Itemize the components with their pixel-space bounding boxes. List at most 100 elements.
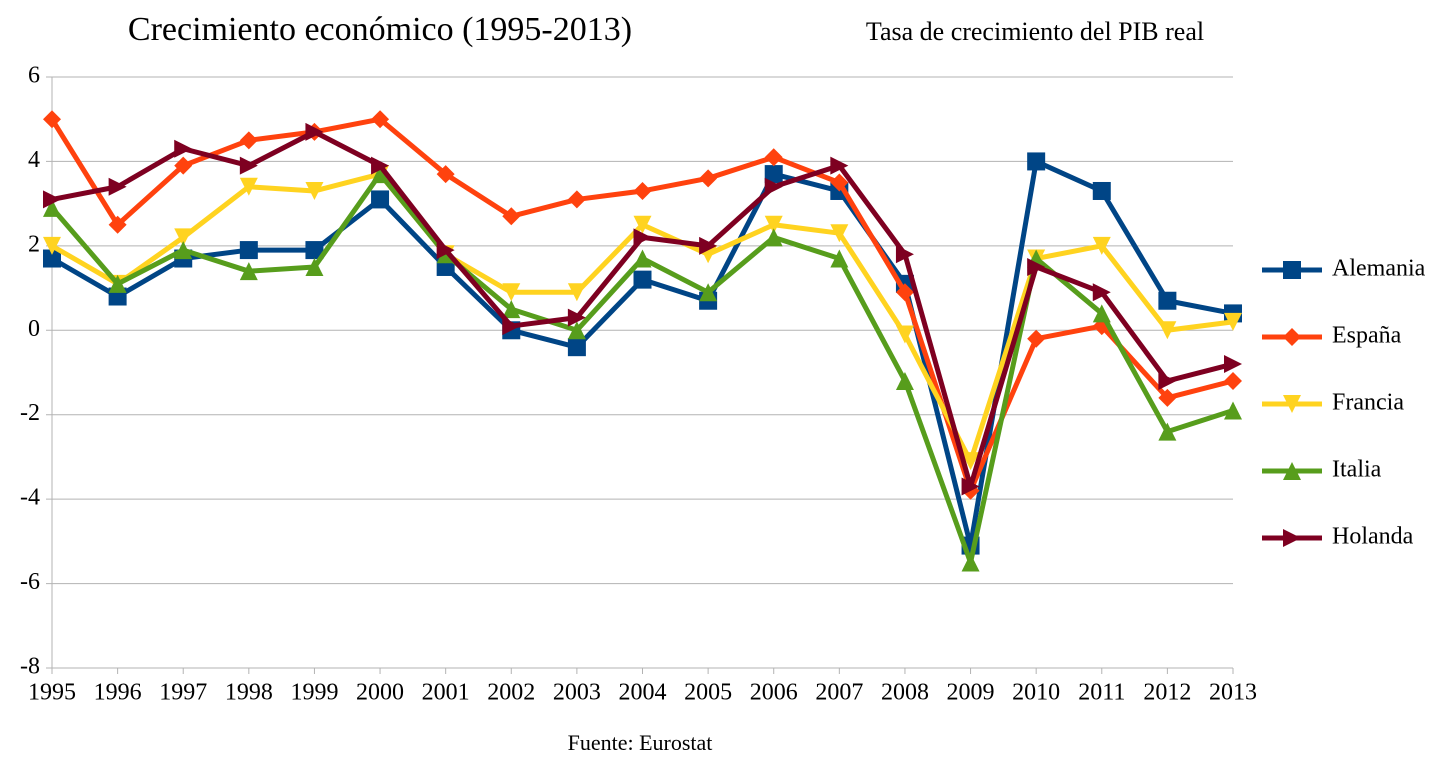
x-tick-label: 2001 xyxy=(422,680,470,706)
point xyxy=(1027,152,1046,171)
point xyxy=(371,190,390,209)
point xyxy=(633,215,652,234)
point xyxy=(895,371,914,390)
y-tick-label: -2 xyxy=(20,400,40,426)
point xyxy=(699,169,718,188)
point xyxy=(764,228,783,247)
series xyxy=(43,152,1242,555)
point xyxy=(436,241,455,260)
y-tick-label: 0 xyxy=(28,316,40,342)
point xyxy=(43,249,61,268)
point xyxy=(43,198,61,217)
point xyxy=(764,165,783,184)
point xyxy=(43,190,61,209)
point xyxy=(895,283,914,302)
point xyxy=(1158,291,1177,310)
point xyxy=(305,181,324,200)
y-tick-label: -6 xyxy=(20,569,40,595)
point xyxy=(1224,401,1242,420)
x-tick-label: 2007 xyxy=(815,680,863,706)
point xyxy=(502,283,521,302)
chart-subtitle: Tasa de crecimiento del PIB real xyxy=(866,17,1204,46)
point xyxy=(371,156,390,175)
point xyxy=(174,156,193,175)
point xyxy=(830,156,849,175)
y-tick-label: 4 xyxy=(28,147,40,173)
source-note: Fuente: Eurostat xyxy=(568,730,713,755)
point xyxy=(43,110,61,129)
point xyxy=(239,241,258,260)
point xyxy=(830,224,849,243)
y-tick-label: -8 xyxy=(20,654,40,680)
y-tick-label: -4 xyxy=(20,485,40,511)
point xyxy=(764,177,783,196)
point xyxy=(830,173,849,192)
point xyxy=(764,215,783,234)
point xyxy=(633,270,652,289)
point xyxy=(371,165,390,184)
x-tick-label: 2004 xyxy=(619,680,667,706)
x-tick-label: 1999 xyxy=(290,680,338,706)
x-tick-label: 2000 xyxy=(356,680,404,706)
x-tick-label: 2006 xyxy=(750,680,798,706)
point xyxy=(239,177,258,196)
point xyxy=(1283,529,1301,547)
point xyxy=(108,177,127,196)
point xyxy=(961,553,980,572)
legend-label: Holanda xyxy=(1332,524,1414,550)
chart-title: Crecimiento económico (1995-2013) xyxy=(128,11,632,48)
point xyxy=(239,262,258,281)
point xyxy=(1283,395,1301,413)
x-tick-label: 1998 xyxy=(225,680,273,706)
legend-label: Francia xyxy=(1332,390,1404,416)
legend-label: Alemania xyxy=(1332,256,1426,282)
point xyxy=(1158,321,1177,340)
point xyxy=(1092,304,1111,323)
point xyxy=(961,452,980,471)
x-tick-label: 2013 xyxy=(1209,680,1257,706)
point xyxy=(502,300,521,319)
point xyxy=(174,241,193,260)
point xyxy=(371,110,390,129)
x-tick-label: 2003 xyxy=(553,680,601,706)
series-line xyxy=(49,116,1234,494)
point xyxy=(239,131,258,150)
point xyxy=(174,228,193,247)
series xyxy=(43,110,1242,500)
point xyxy=(633,181,652,200)
point xyxy=(305,122,324,141)
point xyxy=(567,308,586,327)
point xyxy=(567,283,586,302)
point xyxy=(108,215,127,234)
point xyxy=(1283,462,1301,480)
point xyxy=(1283,261,1301,279)
point xyxy=(239,156,258,175)
point xyxy=(502,207,521,226)
series xyxy=(43,122,1242,496)
point xyxy=(1158,388,1177,407)
point xyxy=(567,190,586,209)
point xyxy=(305,241,324,260)
point xyxy=(1092,236,1111,255)
series xyxy=(43,165,1242,471)
point xyxy=(633,228,652,247)
point xyxy=(764,148,783,167)
y-tick-label: 2 xyxy=(28,231,40,257)
point xyxy=(895,325,914,344)
legend-label: Italia xyxy=(1332,457,1382,483)
point xyxy=(502,317,521,336)
point xyxy=(1224,312,1242,331)
x-tick-label: 2008 xyxy=(881,680,929,706)
point xyxy=(567,338,586,357)
point xyxy=(1092,283,1111,302)
x-tick-label: 1995 xyxy=(28,680,76,706)
point xyxy=(1224,355,1242,374)
point xyxy=(1283,328,1301,346)
x-tick-label: 1996 xyxy=(94,680,142,706)
x-tick-label: 2011 xyxy=(1078,680,1125,706)
x-tick-label: 2002 xyxy=(487,680,535,706)
point xyxy=(1224,371,1242,390)
x-tick-label: 1997 xyxy=(159,680,207,706)
point xyxy=(174,139,193,158)
